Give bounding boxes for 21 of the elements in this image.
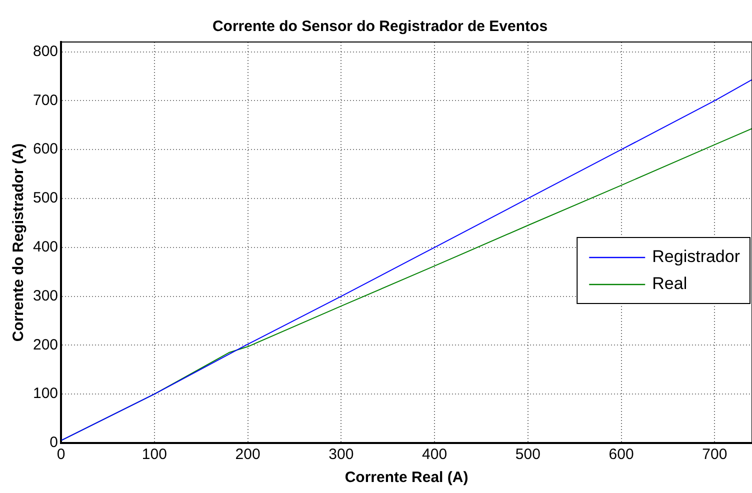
y-tick-label: 100	[32, 385, 58, 402]
y-tick-label: 600	[32, 140, 58, 158]
y-tick-label: 800	[32, 42, 58, 60]
x-tick-label: 400	[422, 446, 448, 464]
legend-label: Real	[652, 274, 688, 294]
x-tick-label: 600	[608, 446, 634, 464]
x-tick-label: 700	[702, 446, 728, 464]
y-tick-label: 300	[32, 287, 58, 304]
y-tick-label: 700	[32, 92, 58, 109]
y-tick-label: 400	[32, 238, 58, 256]
y-tick-label: 0	[50, 434, 58, 452]
legend-label: Registrador	[652, 247, 740, 266]
x-tick-label: 300	[328, 446, 354, 464]
chart-title: Corrente do Sensor do Registrador de Eventos	[212, 18, 548, 36]
x-axis-title: Corrente Real (A)	[344, 469, 468, 486]
y-axis-title: Corrente do Registrador (A)	[10, 143, 28, 342]
x-tick-label: 200	[235, 446, 260, 464]
x-tick-label: 500	[515, 446, 540, 464]
y-tick-label: 500	[32, 190, 58, 207]
y-tick-label: 200	[32, 336, 58, 354]
x-tick-label: 100	[142, 446, 167, 464]
